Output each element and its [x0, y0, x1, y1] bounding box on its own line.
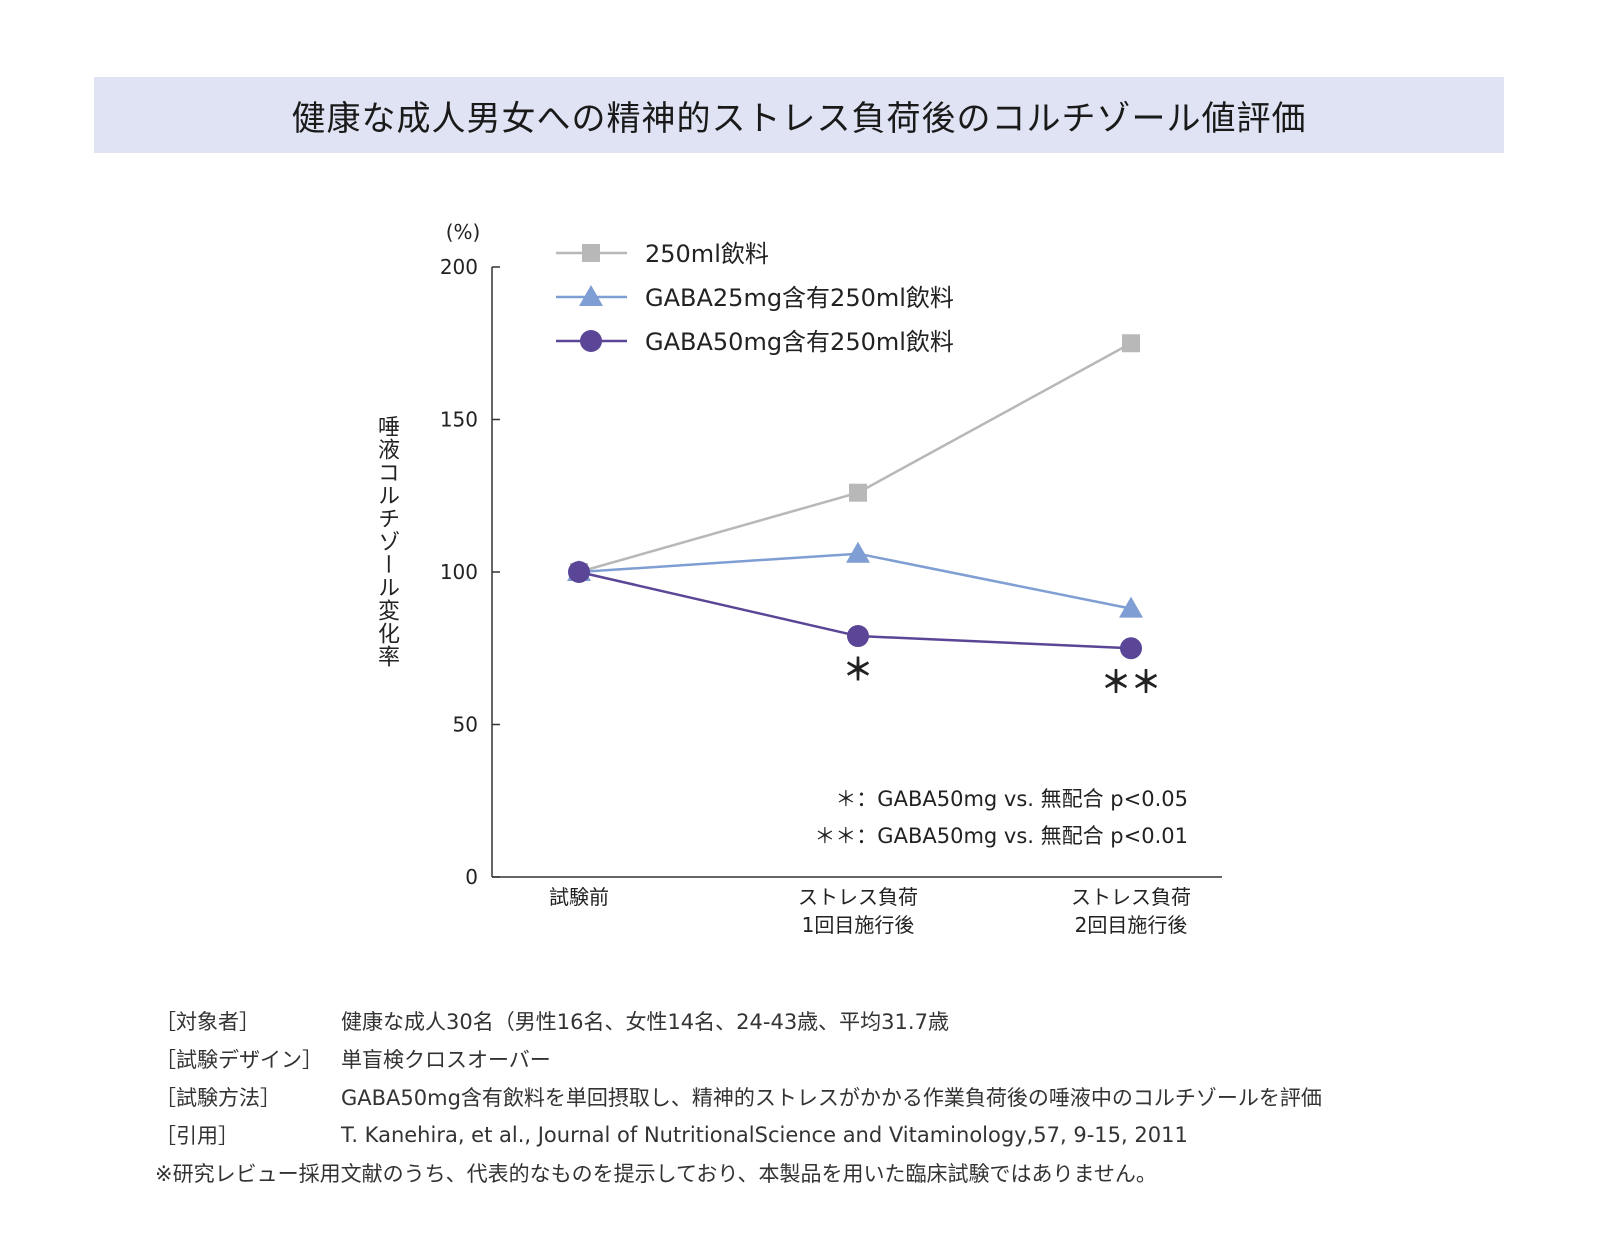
legend-marker-circle [580, 330, 602, 352]
legend-marker-triangle [579, 285, 603, 306]
disclaimer-note: ※研究レビュー採用文献のうち、代表的なものを提示しており、本製品を用いた臨床試験… [155, 1162, 1157, 1186]
page-title: 健康な成人男女への精神的ストレス負荷後のコルチゾール値評価 [291, 98, 1307, 139]
y-tick-label: 200 [440, 255, 478, 279]
study-row-value: T. Kanehira, et al., Journal of Nutritio… [341, 1123, 1188, 1147]
title-banner: 健康な成人男女への精神的ストレス負荷後のコルチゾール値評価 [94, 77, 1504, 153]
y-axis-unit: (%) [446, 220, 481, 244]
significance-mark: ＊ [843, 653, 873, 688]
y-tick-label: 50 [453, 713, 478, 737]
legend-label: GABA25mg含有250ml飲料 [645, 284, 954, 312]
data-point-square [1122, 334, 1140, 353]
study-row-method: ［試験方法］ GABA50mg含有飲料を単回摂取し、精神的ストレスがかかる作業負… [155, 1078, 1575, 1116]
study-row-value: GABA50mg含有飲料を単回摂取し、精神的ストレスがかかる作業負荷後の唾液中の… [341, 1086, 1322, 1110]
legend-marker-square [582, 244, 600, 262]
legend-label: GABA50mg含有250ml飲料 [645, 328, 954, 356]
significance-mark: ＊＊ [1101, 665, 1161, 700]
y-axis-label: 唾液コルチゾール変化率 [374, 415, 399, 668]
study-row-label: ［試験デザイン］ [155, 1048, 323, 1072]
data-point-circle [847, 625, 869, 648]
study-row-value: 健康な成人30名（男性16名、女性14名、24-43歳、平均31.7歳 [341, 1010, 949, 1034]
data-point-triangle [1119, 596, 1143, 618]
study-row-design: ［試験デザイン］ 単盲検クロスオーバー [155, 1040, 1575, 1078]
data-point-circle [1120, 637, 1142, 660]
significance-note: ＊＊：GABA50mg vs. 無配合 p<0.01 [814, 824, 1188, 848]
significance-note: ＊：GABA50mg vs. 無配合 p<0.05 [835, 787, 1188, 811]
study-row-citation: ［引用］ T. Kanehira, et al., Journal of Nut… [155, 1116, 1575, 1154]
y-tick-label: 150 [440, 408, 478, 432]
data-point-triangle [846, 541, 870, 563]
x-category-label: 2回目施行後 [1075, 913, 1188, 937]
study-row-label: ［試験方法］ [155, 1086, 281, 1110]
study-row-subjects: ［対象者］ 健康な成人30名（男性16名、女性14名、24-43歳、平均31.7… [155, 1002, 1575, 1040]
x-category-label: 1回目施行後 [802, 913, 915, 937]
x-category-label: ストレス負荷 [798, 885, 918, 909]
y-tick-label: 100 [440, 560, 478, 584]
x-category-label: ストレス負荷 [1071, 885, 1191, 909]
data-point-circle [568, 561, 590, 583]
study-details: ［対象者］ 健康な成人30名（男性16名、女性14名、24-43歳、平均31.7… [155, 1002, 1575, 1192]
study-row-label: ［引用］ [155, 1124, 239, 1148]
series-line [578, 342, 1132, 574]
y-tick-label: 0 [465, 865, 478, 889]
legend-label: 250ml飲料 [645, 240, 769, 268]
study-row-value: 単盲検クロスオーバー [341, 1048, 551, 1072]
study-row-label: ［対象者］ [155, 1010, 260, 1034]
x-category-label: 試験前 [549, 885, 609, 909]
data-point-square [849, 483, 867, 502]
